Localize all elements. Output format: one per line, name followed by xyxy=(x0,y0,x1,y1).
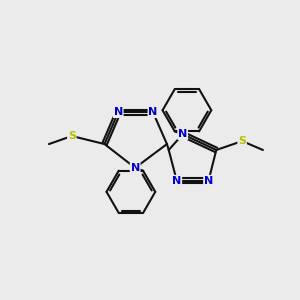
Text: N: N xyxy=(114,107,123,117)
Text: N: N xyxy=(172,176,182,186)
Text: S: S xyxy=(238,136,246,146)
Text: N: N xyxy=(130,163,140,173)
Text: N: N xyxy=(204,176,213,186)
Text: S: S xyxy=(68,131,76,141)
Text: N: N xyxy=(148,107,158,117)
Text: N: N xyxy=(178,129,187,139)
